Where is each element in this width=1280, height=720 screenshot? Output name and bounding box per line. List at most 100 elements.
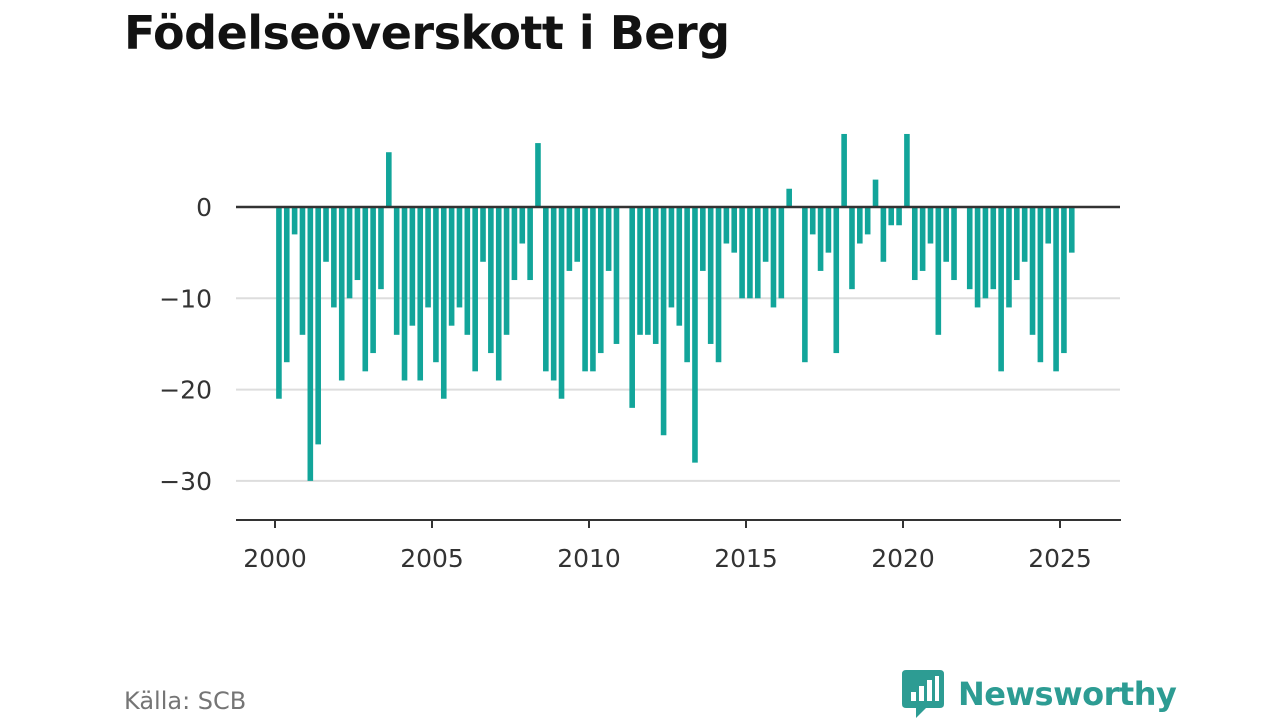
bar — [480, 207, 486, 262]
bar — [527, 207, 533, 281]
bar — [731, 207, 738, 253]
bar — [597, 207, 604, 354]
bar — [448, 207, 455, 326]
x-tick-label: 2005 — [400, 544, 464, 573]
bar — [754, 207, 761, 299]
bar — [346, 207, 353, 299]
bar — [841, 133, 847, 207]
axes — [236, 205, 1121, 528]
bar — [378, 207, 384, 290]
bar — [911, 207, 918, 281]
brand-name: Newsworthy — [958, 675, 1177, 713]
bar — [1029, 207, 1036, 335]
bar — [700, 207, 706, 271]
bar — [707, 207, 714, 344]
bar — [817, 207, 824, 271]
bar — [966, 207, 973, 290]
bar — [582, 207, 588, 372]
bar — [613, 207, 620, 344]
bar — [762, 207, 769, 262]
bar — [323, 207, 329, 262]
y-tick-label: −30 — [159, 467, 212, 496]
bar — [590, 207, 596, 372]
x-tick-label: 2015 — [714, 544, 778, 573]
bar — [425, 207, 431, 308]
bar — [331, 207, 337, 308]
bar — [283, 207, 290, 363]
bar — [338, 207, 345, 381]
bar — [951, 207, 957, 281]
bar — [276, 207, 282, 399]
bar — [1014, 207, 1020, 281]
bar — [1068, 207, 1075, 253]
bar — [723, 207, 730, 244]
bar — [904, 133, 910, 207]
y-tick-label: 0 — [196, 193, 212, 222]
bar — [927, 207, 934, 244]
bar — [809, 207, 816, 235]
bar — [488, 207, 494, 354]
bar — [778, 207, 785, 299]
bar — [629, 207, 635, 408]
bar — [652, 207, 659, 344]
bar — [307, 207, 314, 481]
bar — [291, 207, 298, 235]
bar — [715, 207, 722, 363]
bar — [464, 207, 471, 335]
bar — [1037, 207, 1044, 363]
bar — [747, 207, 753, 299]
bar — [299, 207, 306, 335]
bar — [849, 207, 855, 290]
bar — [676, 207, 683, 326]
bar — [1045, 207, 1052, 244]
chart-title: Födelseöverskott i Berg — [124, 6, 730, 60]
bar — [833, 207, 840, 354]
bar — [511, 207, 518, 281]
y-tick-label: −10 — [159, 284, 212, 313]
bar — [362, 207, 369, 372]
x-tick-label: 2025 — [1028, 544, 1092, 573]
x-tick-label: 2000 — [243, 544, 307, 573]
bar — [974, 207, 981, 308]
bar — [558, 207, 565, 399]
bar — [825, 207, 832, 253]
bar — [503, 207, 510, 335]
bar — [370, 207, 376, 354]
bar — [896, 207, 902, 226]
source-note: Källa: SCB — [124, 687, 247, 715]
bar — [935, 207, 942, 335]
bar — [472, 207, 478, 372]
bar — [386, 152, 392, 207]
bar — [684, 207, 690, 363]
bar — [1006, 207, 1012, 308]
bar — [982, 207, 989, 299]
bar — [786, 188, 792, 207]
bar — [519, 207, 526, 244]
bar — [1021, 207, 1028, 262]
bar — [605, 207, 612, 271]
bar — [660, 207, 667, 436]
bar — [864, 207, 871, 235]
x-tick-label: 2020 — [871, 544, 935, 573]
bar — [919, 207, 926, 271]
bar — [393, 207, 400, 335]
bar — [645, 207, 651, 335]
bar — [857, 207, 863, 244]
bar — [1061, 207, 1067, 354]
bar — [456, 207, 463, 308]
bar — [739, 207, 745, 299]
bar — [409, 207, 416, 326]
bar — [535, 143, 541, 207]
y-tick-label: −20 — [159, 376, 212, 405]
bar — [637, 207, 643, 335]
newsworthy-logo: Newsworthy — [902, 670, 1177, 718]
bar — [888, 207, 895, 226]
bar — [574, 207, 581, 262]
bars — [276, 133, 1075, 481]
bar — [668, 207, 675, 308]
tick-labels: 0 −10 −20 −30 2000 2005 2010 2015 2020 2025 — [159, 193, 1092, 573]
newsworthy-logo-icon — [902, 670, 944, 718]
bar — [802, 207, 808, 363]
bar — [990, 207, 997, 290]
